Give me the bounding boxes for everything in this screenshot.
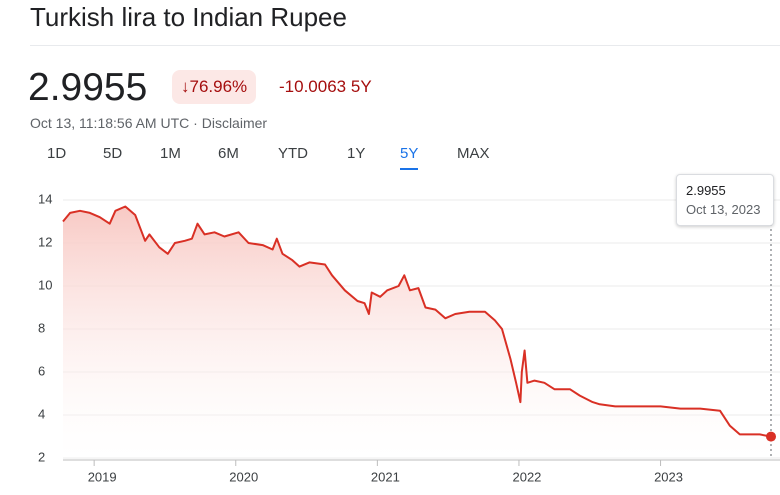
range-tab[interactable]: YTD [278, 145, 308, 162]
x-tick-label: 2023 [654, 469, 683, 484]
timestamp-line: Oct 13, 11:18:56 AM UTC · Disclaimer [30, 115, 268, 131]
title: Turkish lira to Indian Rupee [30, 2, 347, 32]
range-tab[interactable]: 6M [218, 145, 239, 162]
x-tick-label: 2019 [88, 469, 117, 484]
y-tick-label: 2 [38, 449, 45, 464]
y-tick-label: 12 [38, 234, 52, 249]
change-badge: ↓76.96% [172, 70, 257, 104]
separator [30, 45, 780, 46]
range-tab[interactable]: 1D [47, 145, 67, 162]
tooltip-value: 2.9955 [686, 183, 726, 198]
x-tick-label: 2021 [371, 469, 400, 484]
timestamp: Oct 13, 11:18:56 AM UTC [30, 115, 190, 131]
end-point [766, 431, 776, 442]
y-tick-label: 4 [38, 406, 45, 421]
line [62, 205, 772, 438]
x-tick-label: 2022 [512, 469, 541, 484]
change-value: -10.0063 [279, 77, 347, 96]
y-tick-label: 14 [38, 191, 52, 206]
y-tick-label: 10 [38, 277, 52, 292]
area [63, 206, 771, 458]
range-tab[interactable]: 5D [103, 145, 123, 162]
y-tick-label: 8 [38, 320, 45, 335]
range-tab[interactable]: MAX [457, 145, 490, 162]
change-percent: 76.96% [189, 77, 248, 96]
range-tab[interactable]: 5Y [400, 145, 419, 170]
y-tick-label: 6 [38, 363, 45, 378]
change: -10.0063 5Y [279, 77, 372, 97]
price: 2.9955 [28, 66, 148, 109]
tooltip: 2.9955 Oct 13, 2023 [676, 174, 774, 226]
x-tick-label: 2020 [229, 469, 258, 484]
range-tab[interactable]: 1M [160, 145, 181, 162]
period: 5Y [350, 77, 372, 96]
range-tab[interactable]: 1Y [347, 145, 366, 162]
disclaimer[interactable]: Disclaimer [201, 115, 268, 131]
tooltip-date: Oct 13, 2023 [686, 202, 761, 217]
